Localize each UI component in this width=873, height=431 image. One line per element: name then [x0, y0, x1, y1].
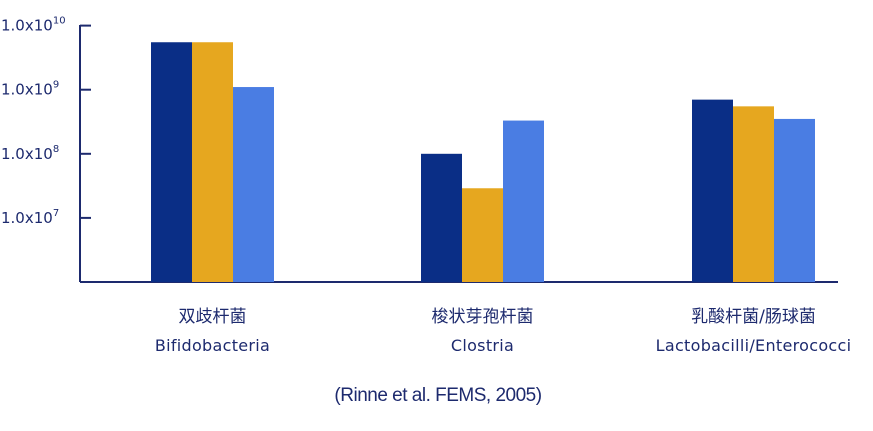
bar-group: [151, 42, 815, 283]
category-label-en: Lactobacilli/Enterococci: [656, 336, 852, 355]
category-label-cn: 梭状芽孢杆菌: [432, 307, 534, 327]
bar: [192, 42, 233, 282]
y-tick-exponent: 10: [53, 16, 66, 27]
y-tick-label: 1.0x109: [1, 80, 59, 99]
y-tick-label: 1.0x1010: [1, 16, 66, 35]
bar: [233, 87, 274, 283]
bar: [503, 120, 544, 282]
bar: [421, 153, 462, 282]
bar: [692, 99, 733, 283]
category-label-group: 双歧杆菌 Bifidobacteria 梭状芽孢杆菌 Clostria 乳酸杆菌/肠球菌…: [155, 307, 852, 355]
y-tick-exponent: 9: [53, 80, 59, 91]
y-tick-label: 1.0x108: [1, 144, 59, 163]
source-citation: (Rinne et al. FEMS, 2005): [334, 385, 541, 406]
y-tick-base: 1.0x10: [1, 209, 53, 227]
y-tick-label: 1.0x107: [1, 208, 59, 227]
y-tick-exponent: 8: [53, 144, 59, 155]
bar: [774, 118, 815, 283]
y-tick-base: 1.0x10: [1, 145, 53, 163]
category-label-cn: 乳酸杆菌/肠球菌: [691, 307, 816, 327]
bar: [151, 42, 192, 282]
bar: [462, 188, 503, 282]
category-label-en: Bifidobacteria: [155, 336, 270, 355]
category-label-cn: 双歧杆菌: [179, 307, 247, 327]
category-label-en: Clostria: [451, 336, 514, 355]
y-tick-exponent: 7: [53, 208, 59, 219]
bar: [733, 106, 774, 283]
y-tick-base: 1.0x10: [1, 81, 53, 99]
y-tick-base: 1.0x10: [1, 17, 53, 35]
